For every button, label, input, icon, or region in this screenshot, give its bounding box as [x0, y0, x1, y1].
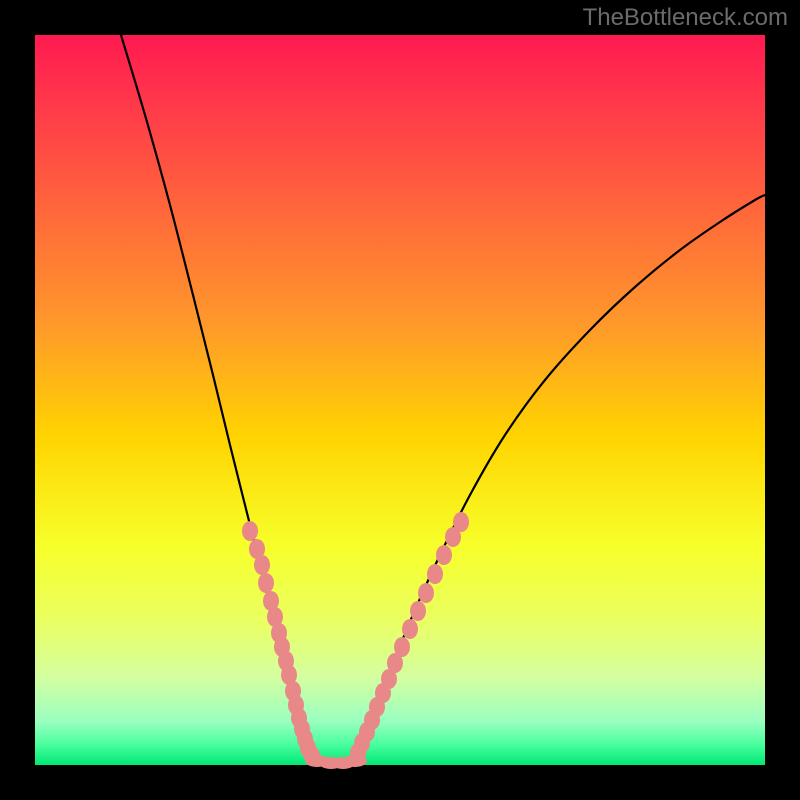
cluster-dot [436, 545, 452, 565]
watermark-text: TheBottleneck.com [583, 4, 788, 32]
cluster-dot [394, 637, 410, 657]
right-curve [347, 195, 765, 765]
dot-clusters [242, 512, 469, 769]
cluster-dot [258, 573, 274, 593]
plot-area [35, 35, 765, 765]
curves-layer [35, 35, 765, 765]
cluster-dot [427, 564, 443, 584]
chart-frame: TheBottleneck.com [0, 0, 800, 800]
cluster-dot [254, 555, 270, 575]
cluster-dot [418, 583, 434, 603]
cluster-dot [242, 521, 258, 541]
cluster-dot [343, 755, 367, 767]
cluster-dot [410, 601, 426, 621]
cluster-dot [402, 619, 418, 639]
cluster-dot [453, 512, 469, 532]
